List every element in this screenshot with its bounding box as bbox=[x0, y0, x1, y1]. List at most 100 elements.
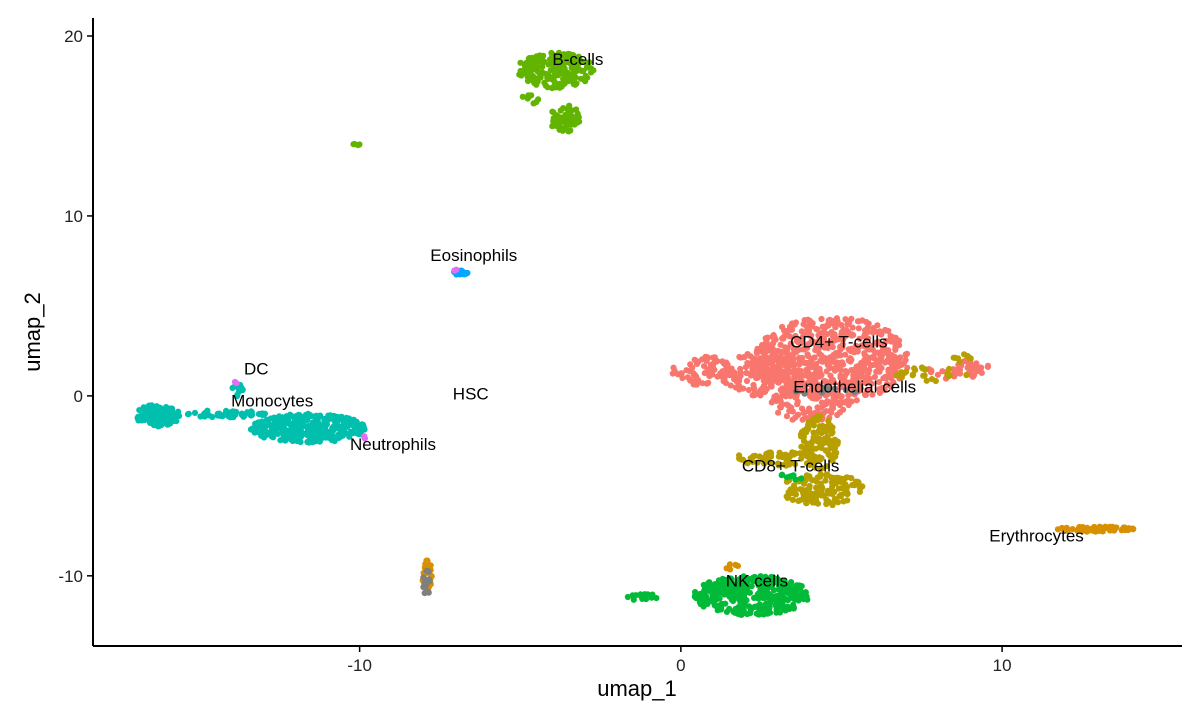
data-point bbox=[158, 422, 165, 429]
data-point bbox=[784, 358, 791, 365]
data-point bbox=[834, 474, 841, 482]
data-point bbox=[829, 333, 837, 340]
data-point bbox=[856, 335, 863, 342]
data-point bbox=[574, 113, 582, 120]
data-point bbox=[803, 472, 810, 479]
data-point bbox=[325, 412, 332, 419]
data-point bbox=[825, 426, 833, 433]
data-point bbox=[790, 355, 797, 362]
data-point bbox=[231, 378, 239, 386]
data-point bbox=[801, 317, 808, 324]
data-point bbox=[720, 378, 727, 385]
data-point bbox=[267, 415, 275, 422]
data-point bbox=[702, 593, 710, 600]
data-point bbox=[355, 424, 362, 431]
data-point bbox=[800, 438, 808, 445]
data-point bbox=[773, 392, 780, 399]
data-point bbox=[258, 425, 265, 432]
data-point bbox=[565, 104, 572, 111]
data-point bbox=[761, 351, 768, 358]
data-point bbox=[865, 335, 872, 342]
data-point bbox=[699, 380, 706, 387]
data-point bbox=[569, 117, 577, 124]
data-point bbox=[732, 588, 739, 595]
data-point bbox=[803, 323, 810, 330]
data-point bbox=[795, 497, 802, 504]
data-point bbox=[580, 67, 587, 74]
data-point bbox=[254, 428, 261, 436]
data-point bbox=[810, 429, 817, 436]
data-point bbox=[350, 416, 357, 423]
data-point bbox=[809, 322, 816, 329]
data-point bbox=[829, 391, 836, 398]
data-point bbox=[813, 457, 820, 465]
data-point bbox=[232, 408, 240, 415]
data-point bbox=[818, 352, 825, 359]
data-points bbox=[134, 49, 1137, 619]
data-point bbox=[967, 355, 974, 362]
data-point bbox=[280, 416, 287, 423]
data-point bbox=[1125, 525, 1132, 532]
data-point bbox=[816, 335, 824, 342]
data-point bbox=[790, 382, 797, 389]
data-point bbox=[898, 374, 906, 381]
data-point bbox=[290, 427, 297, 434]
data-point bbox=[768, 399, 775, 406]
data-point bbox=[801, 390, 808, 397]
data-point bbox=[774, 598, 781, 605]
data-point bbox=[573, 80, 580, 87]
data-point bbox=[799, 486, 806, 493]
data-point bbox=[728, 367, 735, 374]
data-point bbox=[875, 379, 883, 386]
data-point bbox=[308, 429, 315, 436]
data-point bbox=[766, 452, 773, 459]
data-point bbox=[718, 373, 725, 380]
data-point bbox=[817, 357, 824, 364]
data-point bbox=[823, 463, 830, 470]
data-point bbox=[321, 417, 328, 424]
data-point bbox=[806, 405, 813, 412]
data-point bbox=[1079, 527, 1086, 535]
data-point bbox=[692, 357, 700, 364]
data-point bbox=[817, 471, 824, 478]
data-point bbox=[797, 450, 804, 457]
data-point bbox=[965, 359, 972, 367]
x-axis-ticks: -10 0 10 bbox=[347, 646, 1012, 675]
data-point bbox=[769, 345, 776, 352]
x-tick-label: 0 bbox=[676, 656, 685, 675]
data-point bbox=[536, 58, 544, 65]
data-point bbox=[861, 343, 869, 350]
series-cd4-t-cells bbox=[669, 315, 992, 423]
data-point bbox=[843, 369, 851, 376]
data-point bbox=[711, 582, 718, 589]
data-point bbox=[812, 377, 819, 384]
x-tick-label: -10 bbox=[347, 656, 372, 675]
data-point bbox=[883, 348, 890, 355]
data-point bbox=[277, 437, 284, 444]
data-point bbox=[719, 600, 726, 608]
data-point bbox=[845, 401, 852, 409]
data-point bbox=[848, 474, 855, 482]
data-point bbox=[749, 392, 756, 399]
data-point bbox=[234, 392, 241, 400]
data-point bbox=[833, 352, 840, 359]
data-point bbox=[715, 591, 722, 598]
data-point bbox=[888, 375, 895, 382]
data-point bbox=[552, 122, 559, 129]
cluster-label-dc: DC bbox=[244, 359, 269, 378]
data-point bbox=[828, 319, 835, 326]
data-point bbox=[284, 430, 291, 437]
data-point bbox=[356, 141, 363, 148]
data-point bbox=[841, 333, 849, 340]
data-point bbox=[423, 589, 430, 596]
data-point bbox=[809, 499, 816, 506]
data-point bbox=[775, 379, 782, 386]
data-point bbox=[777, 341, 784, 348]
data-point bbox=[811, 354, 818, 361]
data-point bbox=[876, 368, 883, 375]
data-point bbox=[886, 358, 893, 366]
data-point bbox=[770, 333, 778, 340]
data-point bbox=[813, 489, 820, 496]
data-point bbox=[804, 351, 811, 358]
data-point bbox=[837, 367, 844, 374]
